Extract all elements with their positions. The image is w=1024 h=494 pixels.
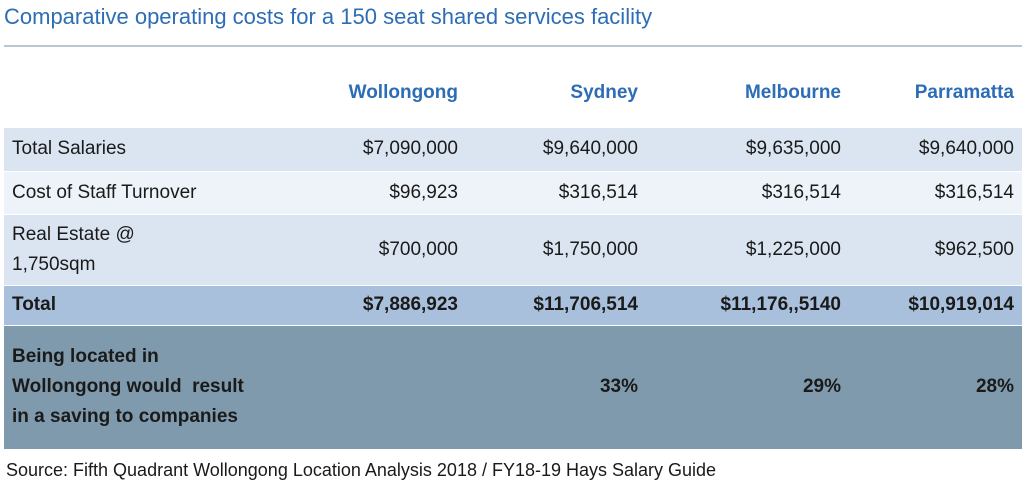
page-title: Comparative operating costs for a 150 se… <box>4 4 653 29</box>
source-note: Source: Fifth Quadrant Wollongong Locati… <box>6 460 717 480</box>
cell-melbourne: $11,176,,5140 <box>646 285 849 326</box>
title-divider <box>4 45 1022 47</box>
cell-sydney: $316,514 <box>466 171 646 215</box>
table-row-staff-turnover: Cost of Staff Turnover $96,923 $316,514 … <box>4 171 1022 215</box>
table-row-saving: Being located in Wollongong would result… <box>4 325 1022 449</box>
cell-melbourne: $316,514 <box>646 171 849 215</box>
cell-parramatta: $962,500 <box>849 214 1022 286</box>
header-empty-cell <box>4 57 286 128</box>
row-label-line: in a saving to companies <box>12 406 238 428</box>
row-label-line: 1,750sqm <box>12 253 96 275</box>
table-row-total-salaries: Total Salaries $7,090,000 $9,640,000 $9,… <box>4 128 1022 172</box>
row-label: Cost of Staff Turnover <box>4 171 286 215</box>
column-header-parramatta: Parramatta <box>914 81 1014 103</box>
row-label: Being located in Wollongong would result… <box>4 325 286 449</box>
row-label-line: Wollongong would result <box>12 376 244 398</box>
cost-comparison-table: Wollongong Sydney Melbourne Parramatta T… <box>4 57 1022 449</box>
cell-sydney: $11,706,514 <box>466 285 646 326</box>
column-header-wollongong: Wollongong <box>348 81 458 103</box>
table-header-row: Wollongong Sydney Melbourne Parramatta <box>4 57 1022 128</box>
cell-sydney: $9,640,000 <box>466 128 646 172</box>
cell-wollongong: $700,000 <box>286 214 466 286</box>
row-label: Total Salaries <box>4 128 286 172</box>
cell-melbourne: $9,635,000 <box>646 128 849 172</box>
column-header-melbourne: Melbourne <box>744 81 841 103</box>
cell-parramatta: $316,514 <box>849 171 1022 215</box>
cell-wollongong: $96,923 <box>286 171 466 215</box>
cell-sydney: 33% <box>599 376 638 398</box>
row-label: Real Estate @ 1,750sqm <box>4 214 286 286</box>
cell-parramatta: $10,919,014 <box>849 285 1022 326</box>
cell-parramatta: $9,640,000 <box>849 128 1022 172</box>
cell-wollongong <box>286 325 466 449</box>
cell-wollongong: $7,090,000 <box>286 128 466 172</box>
row-label-line: Being located in <box>12 346 159 368</box>
cell-melbourne: 29% <box>802 376 841 398</box>
cell-sydney: $1,750,000 <box>466 214 646 286</box>
cell-wollongong: $7,886,923 <box>286 285 466 326</box>
row-label: Total <box>4 285 286 326</box>
column-header-sydney: Sydney <box>570 81 638 103</box>
table-row-total: Total $7,886,923 $11,706,514 $11,176,,51… <box>4 285 1022 326</box>
table-row-real-estate: Real Estate @ 1,750sqm $700,000 $1,750,0… <box>4 214 1022 286</box>
cell-parramatta: 28% <box>975 376 1014 398</box>
cell-melbourne: $1,225,000 <box>646 214 849 286</box>
row-label-line: Real Estate @ <box>12 223 135 245</box>
